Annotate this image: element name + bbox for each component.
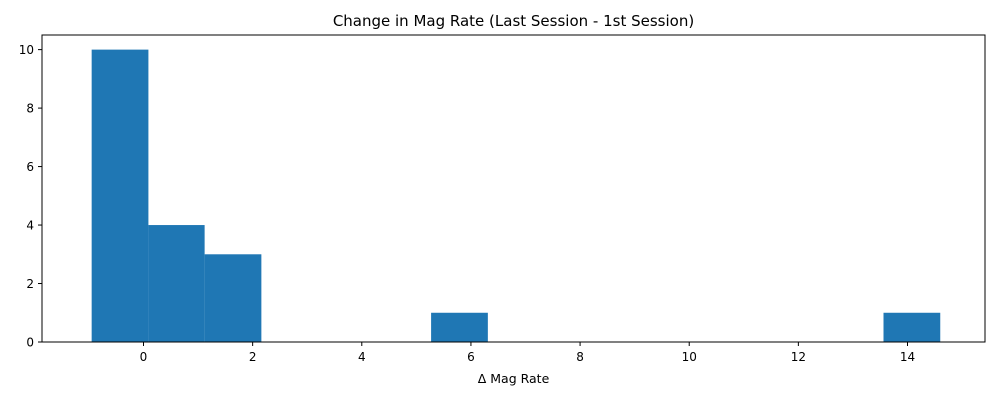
- y-tick-label-1: 2: [26, 277, 34, 291]
- x-tick-label-2: 4: [358, 350, 366, 364]
- x-tick-label-3: 6: [467, 350, 475, 364]
- x-axis-ticks: 0 2 4 6 8 10 12 14: [140, 342, 915, 364]
- x-tick-label-0: 0: [140, 350, 148, 364]
- histogram-bar-2: [204, 254, 262, 342]
- y-tick-label-3: 6: [26, 160, 34, 174]
- plot-frame: [41, 34, 986, 343]
- y-tick-label-0: 0: [26, 336, 34, 350]
- histogram-bar-1: [148, 225, 205, 342]
- x-tick-label-7: 14: [900, 350, 915, 364]
- x-axis-label: Δ Mag Rate: [478, 371, 550, 386]
- y-tick-label-2: 4: [26, 219, 34, 233]
- x-tick-label-1: 2: [249, 350, 257, 364]
- x-tick-label-4: 8: [576, 350, 584, 364]
- y-tick-label-4: 8: [26, 102, 34, 116]
- bars-group: [91, 49, 941, 343]
- x-tick-label-5: 10: [682, 350, 697, 364]
- y-axis-ticks: 0 2 4 6 8 10: [19, 43, 42, 350]
- chart-title: Change in Mag Rate (Last Session - 1st S…: [333, 12, 694, 30]
- histogram-bar-6: [431, 312, 488, 342]
- histogram-bar-14: [883, 312, 941, 342]
- y-tick-label-5: 10: [19, 43, 34, 57]
- histogram-bar-0: [91, 49, 149, 343]
- x-tick-label-6: 12: [791, 350, 806, 364]
